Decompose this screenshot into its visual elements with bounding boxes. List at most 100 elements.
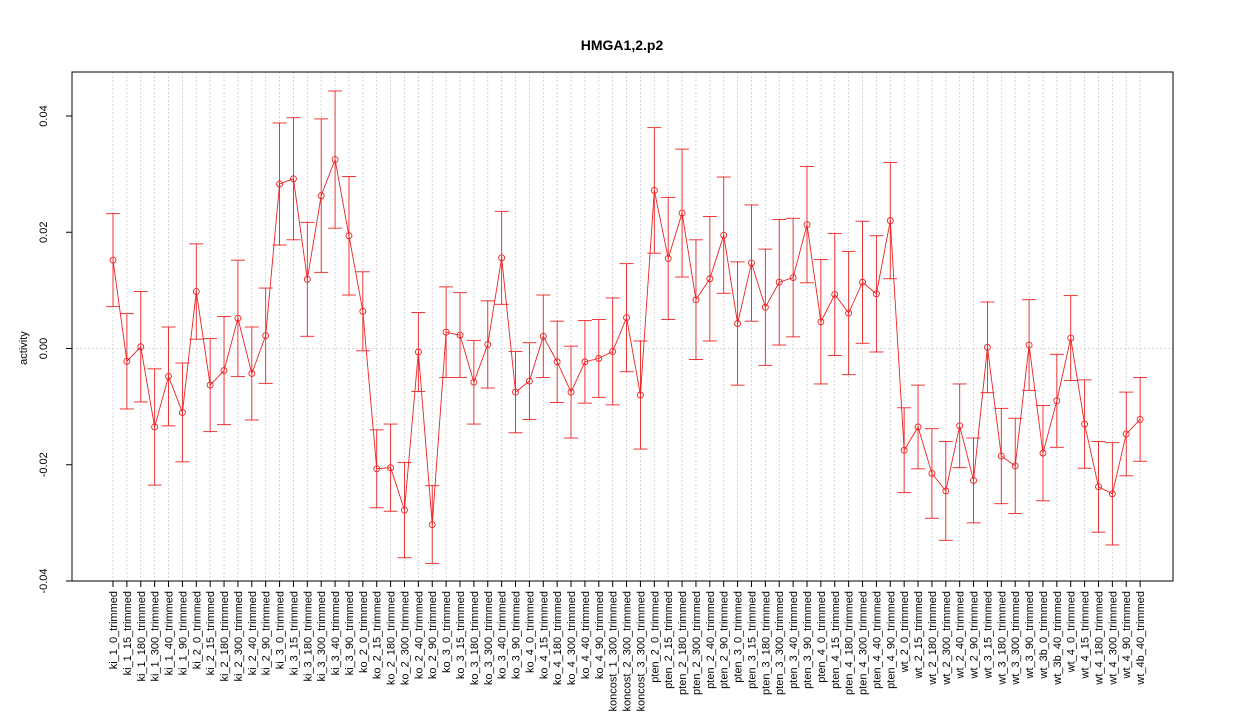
x-tick-label: ki_2_0_trimmed bbox=[191, 591, 203, 669]
data-point bbox=[289, 175, 297, 183]
data-point bbox=[317, 192, 325, 200]
x-tick-label: wt_4_90_trimmed bbox=[1121, 591, 1133, 679]
x-tick-label: ki_1_0_trimmed bbox=[108, 591, 120, 669]
data-point bbox=[1067, 334, 1075, 342]
x-tick-label: ki_2_300_trimmed bbox=[233, 591, 245, 682]
x-tick-label: ko_2_180_trimmed bbox=[386, 591, 398, 685]
x-tick-label: ko_2_90_trimmed bbox=[427, 591, 439, 679]
x-tick-label: pten_4_300_trimmed bbox=[858, 591, 870, 695]
x-tick-label: wt_2_90_trimmed bbox=[969, 591, 981, 679]
x-tick-label: ko_2_0_trimmed bbox=[358, 591, 370, 673]
y-axis: -0.04 -0.02 0.00 0.02 0.04 bbox=[38, 105, 72, 594]
x-tick-label: pten_4_40_trimmed bbox=[871, 591, 883, 689]
x-tick-label: ki_2_40_trimmed bbox=[247, 591, 259, 675]
data-point bbox=[414, 348, 422, 356]
data-point bbox=[803, 221, 811, 229]
data-point bbox=[650, 186, 658, 194]
x-tick-label: ki_3_0_trimmed bbox=[275, 591, 287, 669]
x-tick-label: pten_3_300_trimmed bbox=[774, 591, 786, 695]
data-point bbox=[512, 388, 519, 396]
data-point bbox=[345, 232, 353, 240]
data-point bbox=[456, 331, 464, 339]
x-tick-label: wt_2_300_trimmed bbox=[941, 591, 953, 686]
data-point bbox=[387, 464, 395, 472]
x-tick-label: ko_3_15_trimmed bbox=[455, 591, 467, 679]
data-point bbox=[1011, 462, 1019, 470]
data-point bbox=[498, 254, 506, 262]
x-tick-label: koncost_2_300_trimmed bbox=[622, 591, 634, 711]
x-tick-label: ki_1_180_trimmed bbox=[136, 591, 148, 682]
data-point bbox=[1025, 341, 1033, 349]
x-tick-label: ko_3_90_trimmed bbox=[511, 591, 523, 679]
data-point bbox=[845, 309, 853, 317]
x-tick-label: ki_3_180_trimmed bbox=[302, 591, 314, 682]
x-tick-label: wt_2_0_trimmed bbox=[899, 591, 911, 673]
data-point bbox=[1122, 430, 1130, 438]
x-tick-label: ko_4_180_trimmed bbox=[552, 591, 564, 685]
data-point bbox=[706, 275, 714, 283]
x-tick-label: wt_2_40_trimmed bbox=[955, 591, 967, 679]
x-tick-label: ki_3_40_trimmed bbox=[330, 591, 342, 675]
x-tick-label: ki_1_90_trimmed bbox=[177, 591, 189, 675]
y-tick-label: -0.04 bbox=[38, 568, 50, 593]
data-point bbox=[678, 209, 686, 217]
x-tick-label: ki_3_300_trimmed bbox=[316, 591, 328, 682]
x-tick-label: ko_4_0_trimmed bbox=[524, 591, 536, 673]
data-point bbox=[1136, 415, 1144, 423]
x-tick-label: wt_4b_40_trimmed bbox=[1135, 591, 1147, 686]
data-point bbox=[123, 357, 131, 365]
data-point bbox=[206, 381, 214, 389]
data-point bbox=[789, 274, 797, 282]
data-point bbox=[581, 358, 589, 366]
x-tick-label: pten_3_180_trimmed bbox=[760, 591, 772, 695]
data-point bbox=[983, 343, 991, 351]
data-point bbox=[178, 408, 186, 416]
x-tick-label: ki_1_15_trimmed bbox=[122, 591, 134, 675]
data-point bbox=[900, 446, 908, 454]
x-tick-label: pten_3_15_trimmed bbox=[746, 591, 758, 689]
data-point bbox=[553, 358, 561, 366]
data-point bbox=[331, 156, 339, 164]
data-point bbox=[609, 347, 617, 355]
data-point bbox=[192, 288, 200, 295]
data-point bbox=[734, 320, 742, 327]
x-tick-label: koncost_3_300_trimmed bbox=[635, 591, 647, 711]
x-tick-label: ko_3_0_trimmed bbox=[441, 591, 453, 673]
data-point bbox=[401, 506, 408, 514]
series-activity bbox=[106, 90, 1148, 565]
data-point bbox=[276, 180, 284, 188]
data-point bbox=[220, 367, 228, 375]
data-point bbox=[831, 290, 839, 298]
data-point bbox=[1095, 483, 1102, 491]
x-tick-label: wt_4_0_trimmed bbox=[1066, 591, 1078, 673]
y-tick-label: -0.02 bbox=[38, 452, 50, 477]
data-point bbox=[817, 318, 825, 326]
data-point bbox=[109, 256, 117, 264]
data-point bbox=[623, 314, 631, 322]
x-tick-label: pten_4_90_trimmed bbox=[885, 591, 897, 689]
x-tick-label: wt_2_180_trimmed bbox=[927, 591, 939, 686]
series-line bbox=[112, 157, 1141, 525]
data-point bbox=[137, 343, 145, 351]
x-tick-label: wt_3_180_trimmed bbox=[996, 591, 1008, 686]
x-tick-label: pten_3_40_trimmed bbox=[788, 591, 800, 689]
data-point bbox=[1108, 490, 1116, 498]
x-tick-label: pten_4_180_trimmed bbox=[844, 591, 856, 695]
x-tick-label: ko_2_40_trimmed bbox=[413, 591, 425, 679]
x-tick-label: pten_3_0_trimmed bbox=[733, 591, 745, 683]
data-point bbox=[692, 296, 700, 304]
data-point bbox=[484, 340, 492, 348]
x-tick-label: ko_4_15_trimmed bbox=[538, 591, 550, 679]
x-tick-label: ko_2_300_trimmed bbox=[399, 591, 411, 685]
data-point bbox=[567, 388, 575, 396]
data-point bbox=[248, 370, 256, 377]
x-tick-label: pten_2_90_trimmed bbox=[719, 591, 731, 689]
data-point bbox=[859, 278, 866, 286]
y-tick-label: 0.00 bbox=[38, 338, 50, 359]
x-tick-label: wt_3b_0_trimmed bbox=[1038, 591, 1050, 679]
x-tick-label: ki_3_15_trimmed bbox=[288, 591, 300, 675]
x-tick-label: ki_2_180_trimmed bbox=[219, 591, 231, 682]
y-tick-label: 0.02 bbox=[38, 222, 50, 243]
data-point bbox=[720, 231, 728, 239]
